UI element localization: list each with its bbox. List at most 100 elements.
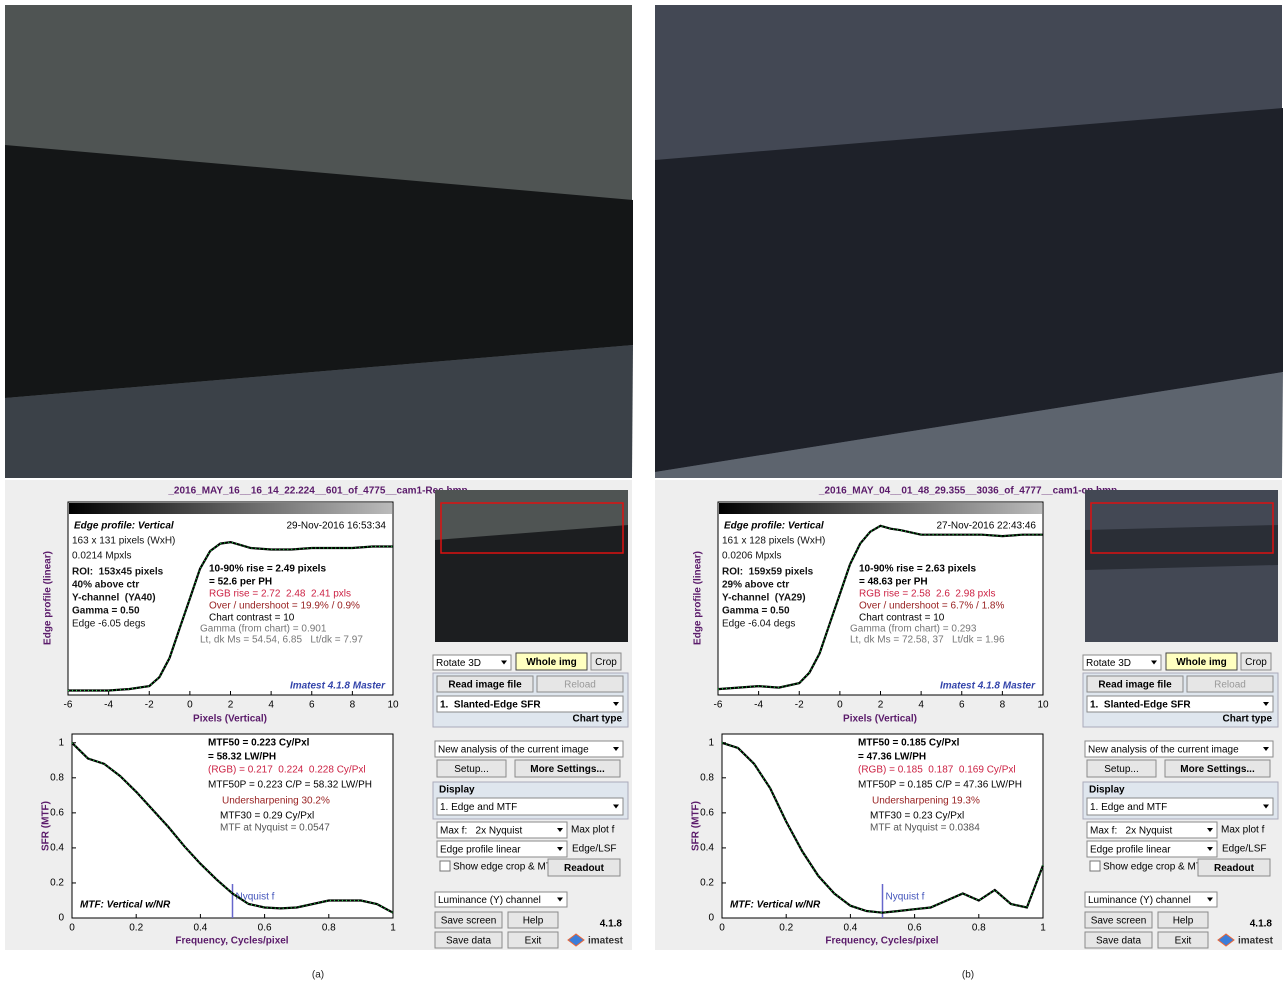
edge-result: 10-90% rise = 2.49 pixels bbox=[209, 564, 326, 575]
button-label[interactable]: Read image file bbox=[448, 680, 522, 691]
y-tick-label: 0.2 bbox=[50, 878, 64, 889]
edge-title: Edge profile: Vertical bbox=[74, 521, 174, 532]
mtf-result: MTF50P = 0.223 C/P = 58.32 LW/PH bbox=[208, 780, 372, 791]
control-label: Edge/LSF bbox=[572, 844, 616, 855]
x-tick-label: 0.2 bbox=[779, 923, 793, 934]
edge-title: Edge profile: Vertical bbox=[724, 521, 824, 532]
x-axis-label: Frequency, Cycles/pixel bbox=[825, 936, 938, 947]
y-tick-label: 1 bbox=[58, 737, 64, 748]
x-tick-label: 0 bbox=[187, 700, 193, 711]
mtf-result: Undersharpening 19.3% bbox=[872, 796, 980, 807]
button-label[interactable]: Help bbox=[523, 916, 544, 927]
logo: imatest bbox=[1238, 936, 1274, 947]
dropdown-label[interactable]: New analysis of the current image bbox=[1088, 745, 1239, 756]
x-tick-label: 2 bbox=[228, 700, 234, 711]
x-axis-label: Pixels (Vertical) bbox=[843, 714, 917, 725]
button-label[interactable]: Reload bbox=[564, 680, 596, 691]
mtf-plot-label: MTF: Vertical w/NR bbox=[730, 900, 821, 911]
button-label[interactable]: Save screen bbox=[441, 916, 497, 927]
button-label[interactable]: Readout bbox=[564, 863, 605, 874]
display-heading: Display bbox=[1089, 785, 1125, 796]
x-tick-label: 0.6 bbox=[258, 923, 272, 934]
dropdown-label[interactable]: New analysis of the current image bbox=[438, 745, 589, 756]
button-label[interactable]: Save data bbox=[446, 936, 491, 947]
chart-type-label: Chart type bbox=[1223, 714, 1273, 725]
dropdown-label[interactable]: Luminance (Y) channel bbox=[1088, 895, 1191, 906]
info-line: 163 x 131 pixels (WxH) bbox=[72, 536, 175, 547]
button-label[interactable]: Save screen bbox=[1091, 916, 1147, 927]
checkbox-label[interactable]: Show edge crop & MT bbox=[453, 862, 552, 873]
dropdown-label[interactable]: Max f: 2x Nyquist bbox=[440, 826, 522, 837]
button-label[interactable]: Setup... bbox=[1104, 764, 1138, 775]
x-tick-label: -4 bbox=[754, 700, 763, 711]
dropdown-label[interactable]: Rotate 3D bbox=[1086, 658, 1131, 669]
info-line: Gamma = 0.50 bbox=[722, 606, 790, 617]
button-label[interactable]: Reload bbox=[1214, 680, 1246, 691]
brand: Imatest 4.1.8 Master bbox=[290, 681, 386, 692]
button-label[interactable]: Whole img bbox=[1176, 657, 1227, 668]
button-label[interactable]: Readout bbox=[1214, 863, 1255, 874]
button-label[interactable]: Setup... bbox=[454, 764, 488, 775]
filename: _2016_MAY_04__01_48_29.355__3036_of_4777… bbox=[818, 486, 1117, 497]
info-line: ROI: 159x59 pixels bbox=[722, 567, 814, 578]
checkbox-label[interactable]: Show edge crop & MT bbox=[1103, 862, 1202, 873]
x-tick-label: 2 bbox=[878, 700, 884, 711]
button-label[interactable]: More Settings... bbox=[530, 764, 605, 775]
x-tick-label: 6 bbox=[309, 700, 315, 711]
y-tick-label: 0 bbox=[708, 913, 714, 924]
info-line: Edge -6.05 degs bbox=[72, 619, 145, 630]
button-label[interactable]: More Settings... bbox=[1180, 764, 1255, 775]
mtf-result: MTF50 = 0.185 Cy/Pxl bbox=[858, 738, 960, 749]
edge-result: Gamma (from chart) = 0.293 bbox=[850, 624, 977, 635]
mtf-result: (RGB) = 0.185 0.187 0.169 Cy/Pxl bbox=[858, 765, 1016, 776]
x-tick-label: -4 bbox=[104, 700, 113, 711]
dropdown-label[interactable]: Rotate 3D bbox=[436, 658, 481, 669]
button-label[interactable]: Exit bbox=[1175, 936, 1192, 947]
dropdown-label[interactable]: 1. Slanted-Edge SFR bbox=[440, 700, 541, 711]
edge-result: RGB rise = 2.58 2.6 2.98 pxls bbox=[859, 589, 995, 600]
x-tick-label: 0.8 bbox=[322, 923, 336, 934]
button-label[interactable]: Help bbox=[1173, 916, 1194, 927]
info-line: 161 x 128 pixels (WxH) bbox=[722, 536, 825, 547]
brand: Imatest 4.1.8 Master bbox=[940, 681, 1036, 692]
button-label[interactable]: Read image file bbox=[1098, 680, 1172, 691]
dropdown-label[interactable]: 1. Edge and MTF bbox=[1090, 802, 1167, 813]
mtf-plot-label: MTF: Vertical w/NR bbox=[80, 900, 171, 911]
dropdown-label[interactable]: 1. Slanted-Edge SFR bbox=[1090, 700, 1191, 711]
mtf-result: Undersharpening 30.2% bbox=[222, 796, 330, 807]
x-tick-label: 10 bbox=[387, 700, 399, 711]
control-label: Max plot f bbox=[571, 825, 615, 836]
x-tick-label: -6 bbox=[714, 700, 723, 711]
checkbox[interactable] bbox=[1090, 861, 1100, 871]
dropdown-label[interactable]: 1. Edge and MTF bbox=[440, 802, 517, 813]
edge-result: Lt, dk Ms = 54.54, 6.85 Lt/dk = 7.97 bbox=[200, 635, 363, 646]
x-tick-label: 0.4 bbox=[193, 923, 207, 934]
dropdown-label[interactable]: Max f: 2x Nyquist bbox=[1090, 826, 1172, 837]
button-label[interactable]: Whole img bbox=[526, 657, 577, 668]
y-axis-label: SFR (MTF) bbox=[691, 801, 702, 851]
x-tick-label: 1 bbox=[390, 923, 396, 934]
button-label[interactable]: Crop bbox=[595, 657, 617, 668]
edge-result: Over / undershoot = 6.7% / 1.8% bbox=[859, 601, 1004, 612]
info-line: Edge -6.04 degs bbox=[722, 619, 795, 630]
button-label[interactable]: Save data bbox=[1096, 936, 1141, 947]
edge-result: = 48.63 per PH bbox=[859, 577, 928, 588]
x-tick-label: 0 bbox=[69, 923, 75, 934]
edge-result: Chart contrast = 10 bbox=[209, 613, 295, 624]
x-tick-label: 6 bbox=[959, 700, 965, 711]
dropdown-label[interactable]: Edge profile linear bbox=[440, 845, 521, 856]
mtf-result: MTF30 = 0.23 Cy/Pxl bbox=[870, 811, 964, 822]
version: 4.1.8 bbox=[1250, 919, 1273, 930]
edge-result: Chart contrast = 10 bbox=[859, 613, 945, 624]
button-label[interactable]: Exit bbox=[525, 936, 542, 947]
checkbox[interactable] bbox=[440, 861, 450, 871]
x-axis-label: Frequency, Cycles/pixel bbox=[175, 936, 288, 947]
info-line: ROI: 153x45 pixels bbox=[72, 567, 164, 578]
x-tick-label: 0.4 bbox=[843, 923, 857, 934]
edge-result: Gamma (from chart) = 0.901 bbox=[200, 624, 327, 635]
button-label[interactable]: Crop bbox=[1245, 657, 1267, 668]
y-tick-label: 0.2 bbox=[700, 878, 714, 889]
y-tick-label: 0 bbox=[58, 913, 64, 924]
dropdown-label[interactable]: Luminance (Y) channel bbox=[438, 895, 541, 906]
dropdown-label[interactable]: Edge profile linear bbox=[1090, 845, 1171, 856]
